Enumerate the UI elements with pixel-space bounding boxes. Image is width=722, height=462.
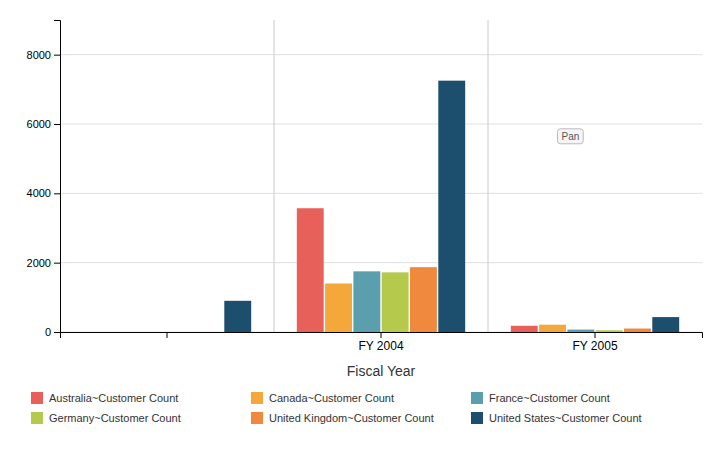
- legend-item: France~Customer Count: [471, 392, 610, 404]
- group-divider: [274, 20, 275, 332]
- tick: 0: [45, 326, 60, 338]
- annotation: Pan: [557, 129, 583, 144]
- tick-mark: [381, 332, 382, 338]
- bar: [297, 208, 324, 332]
- legend-item: United States~Customer Count: [471, 412, 642, 424]
- legend-swatch: [251, 412, 263, 424]
- tick-label: FY 2004: [358, 339, 403, 353]
- tick-label: 6000: [27, 118, 51, 130]
- grid-line: [60, 262, 702, 263]
- tick-label: 0: [45, 326, 51, 338]
- plot-area: 0 2000 4000 6000 8000 FY 2004 FY 2005 Fiscal Ye…: [27, 20, 703, 379]
- legend-label: Germany~Customer Count: [49, 412, 181, 424]
- tick: 8000: [27, 49, 60, 61]
- legend-swatch: [471, 392, 483, 404]
- legend-label: United Kingdom~Customer Count: [269, 412, 434, 424]
- bar: [539, 325, 566, 332]
- group-divider: [488, 20, 489, 332]
- tick: [167, 332, 168, 338]
- dividers: [274, 20, 488, 332]
- bar: [652, 317, 679, 332]
- legend-item: Canada~Customer Count: [251, 392, 394, 404]
- grid: [60, 55, 702, 332]
- tick-mark: [54, 124, 60, 125]
- axis-line: [61, 333, 703, 339]
- legend-item: Germany~Customer Count: [31, 412, 181, 424]
- bar: [382, 272, 409, 332]
- bar: [596, 330, 623, 332]
- legend-swatch: [251, 392, 263, 404]
- bar: [624, 329, 651, 332]
- legend-label: France~Customer Count: [489, 392, 610, 404]
- bar: [438, 81, 465, 332]
- legend: Australia~Customer Count Canada~Customer …: [31, 392, 642, 424]
- bar: [224, 301, 251, 332]
- annotation-box: [557, 129, 583, 144]
- x-axis: FY 2004 FY 2005: [61, 332, 703, 353]
- tick-label: 2000: [27, 257, 51, 269]
- tick-mark: [595, 332, 596, 338]
- legend-label: United States~Customer Count: [489, 412, 642, 424]
- tick-mark: [54, 55, 60, 56]
- bar: [410, 267, 437, 332]
- bar: [511, 326, 538, 332]
- legend-item: United Kingdom~Customer Count: [251, 412, 434, 424]
- tick: 6000: [27, 118, 60, 130]
- tick-label: 8000: [27, 49, 51, 61]
- bar: [567, 330, 594, 332]
- tick-label: 4000: [27, 187, 51, 199]
- bar: [353, 271, 380, 332]
- x-axis-title: Fiscal Year: [347, 363, 416, 379]
- tick-mark: [167, 332, 168, 338]
- tick-mark: [54, 193, 60, 194]
- chart: 0 2000 4000 6000 8000 FY 2004 FY 2005 Fiscal Ye…: [0, 0, 722, 462]
- axis-line: [54, 21, 61, 333]
- legend-label: Australia~Customer Count: [49, 392, 178, 404]
- grid-line: [60, 54, 702, 55]
- legend-label: Canada~Customer Count: [269, 392, 394, 404]
- annotation-text: Pan: [561, 131, 579, 142]
- grid-line: [60, 124, 702, 125]
- tick-mark: [54, 263, 60, 264]
- legend-swatch: [471, 412, 483, 424]
- tick: 4000: [27, 187, 60, 199]
- legend-swatch: [31, 392, 43, 404]
- legend-item: Australia~Customer Count: [31, 392, 178, 404]
- tick: FY 2005: [572, 332, 617, 353]
- bars: [224, 81, 679, 332]
- grid-line: [60, 193, 702, 194]
- bar: [325, 283, 352, 332]
- tick: FY 2004: [358, 332, 403, 353]
- tick: 2000: [27, 257, 60, 269]
- tick-mark: [54, 332, 60, 333]
- legend-swatch: [31, 412, 43, 424]
- tick-label: FY 2005: [572, 339, 617, 353]
- y-axis: 0 2000 4000 6000 8000: [27, 21, 61, 339]
